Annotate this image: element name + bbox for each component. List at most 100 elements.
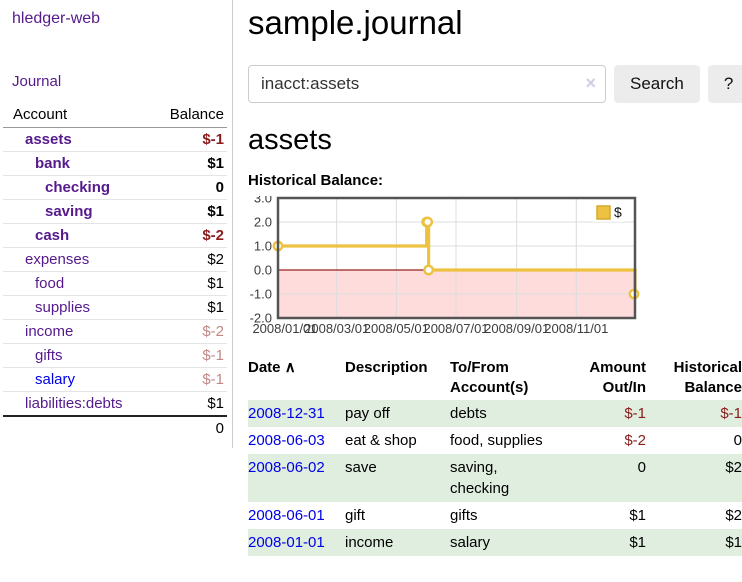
register-date-cell: 2008-06-02 [248, 454, 345, 502]
register-balance-cell: $1 [725, 534, 742, 551]
account-balance: $1 [161, 391, 227, 416]
register-row[interactable]: 2008-06-02 save saving, checking 0 $2 [248, 454, 742, 502]
chart-canvas: $3.0 2.0 1.0 0.0 -1.0 -2.02008/01/012008/03/0… [250, 191, 640, 336]
account-name-cell: food [3, 271, 161, 296]
x-tick-label: 2008/03/01 [304, 321, 369, 336]
clear-search-icon[interactable]: × [585, 73, 596, 93]
register-header-amount: Amount Out/In [589, 359, 646, 396]
register-header-description: Description [345, 359, 428, 376]
y-tick-label: 1.0 [254, 239, 272, 254]
account-link[interactable]: assets [25, 131, 72, 148]
register-amount-cell: $-2 [624, 432, 646, 449]
register-row[interactable]: 2008-01-01 income salary $1 $1 [248, 529, 742, 556]
register-balance-cell: $2 [725, 507, 742, 524]
chart-data-point[interactable] [422, 216, 434, 228]
account-balance: $-1 [161, 343, 227, 368]
register-row[interactable]: 2008-06-03 eat & shop food, supplies $-2 0 [248, 427, 742, 454]
account-row: saving $1 [3, 199, 227, 224]
account-name-cell: assets [3, 128, 161, 152]
sort-asc-icon: ∧ [284, 359, 296, 376]
register-date-link[interactable]: 2008-01-01 [248, 534, 325, 551]
search-form: × Search ? [248, 65, 742, 103]
account-row: assets $-1 [3, 128, 227, 152]
register-date-link[interactable]: 2008-06-03 [248, 432, 325, 449]
account-name-cell: supplies [3, 295, 161, 320]
account-name-cell: checking [3, 175, 161, 200]
y-tick-label: -2.0 [250, 311, 272, 326]
account-row: supplies $1 [3, 295, 227, 320]
account-link[interactable]: bank [35, 155, 71, 172]
account-balance: 0 [161, 175, 227, 200]
chart-title: Historical Balance: [248, 172, 384, 189]
register-date-cell: 2008-01-01 [248, 529, 345, 556]
account-link[interactable]: supplies [35, 299, 91, 316]
chart-border [276, 196, 637, 320]
register-row[interactable]: 2008-12-31 pay off debts $-1 $-1 [248, 400, 742, 427]
register-header-date-label: Date [248, 359, 281, 376]
main-content: sample.journal × Search ? assets Histori… [248, 0, 742, 556]
account-balance: $2 [161, 247, 227, 272]
y-tick-label: -1.0 [250, 287, 272, 302]
account-row: income $-2 [3, 319, 227, 344]
search-box: × [248, 65, 606, 103]
search-input[interactable] [248, 65, 606, 103]
account-link[interactable]: saving [45, 203, 93, 220]
register-header-accounts: To/From Account(s) [450, 359, 529, 396]
register-date-link[interactable]: 2008-12-31 [248, 405, 325, 422]
register-accounts-cell: saving, checking [450, 459, 510, 497]
account-balance: $-2 [161, 223, 227, 248]
x-tick-label: 2008/01/01 [252, 321, 317, 336]
register-row[interactable]: 2008-06-01 gift gifts $1 $2 [248, 502, 742, 529]
y-tick-label: 3.0 [254, 196, 272, 206]
sidebar-item-journal[interactable]: Journal [12, 73, 62, 90]
register-accounts-cell: debts [450, 405, 487, 422]
register-header-date[interactable]: Date ∧ [248, 356, 345, 400]
account-link[interactable]: checking [45, 179, 111, 196]
register-date-link[interactable]: 2008-06-01 [248, 507, 325, 524]
account-balance: $-2 [161, 319, 227, 344]
chart-data-point[interactable] [423, 264, 435, 276]
sidebar: hledger-web Journal Account Balance asse… [0, 0, 233, 448]
register-header-row: Date ∧ Description To/From Account(s) Am… [248, 356, 742, 400]
register-balance-cell: $2 [725, 459, 742, 476]
help-button[interactable]: ? [707, 65, 742, 103]
account-link[interactable]: income [25, 323, 74, 340]
register-date-cell: 2008-12-31 [248, 400, 345, 427]
account-row: checking 0 [3, 175, 227, 200]
accounts-header-account: Account [3, 103, 161, 128]
search-button[interactable]: Search [614, 65, 700, 103]
account-name-cell: expenses [3, 247, 161, 272]
account-link[interactable]: gifts [35, 347, 63, 364]
register-date-link[interactable]: 2008-06-02 [248, 459, 325, 476]
chart-legend-swatch [596, 205, 611, 220]
register-description-cell: save [345, 459, 377, 476]
x-tick-label: 2008/11/01 [544, 321, 608, 336]
register-table: Date ∧ Description To/From Account(s) Am… [248, 356, 742, 556]
register-accounts-cell: salary [450, 534, 491, 551]
account-balance: $1 [161, 295, 227, 320]
account-link[interactable]: expenses [25, 251, 90, 268]
account-row: food $1 [3, 271, 227, 296]
account-name-cell: cash [3, 223, 161, 248]
y-tick-label: 0.0 [254, 263, 272, 278]
account-title: assets [248, 124, 332, 156]
brand-link[interactable]: hledger-web [12, 10, 101, 27]
account-balance: $1 [161, 271, 227, 296]
account-link[interactable]: liabilities:debts [25, 395, 123, 412]
account-row: gifts $-1 [3, 343, 227, 368]
account-link[interactable]: cash [35, 227, 70, 244]
accounts-table: Account Balance assets $-1 bank $1 checking 0… [3, 103, 227, 440]
account-balance: $-1 [202, 131, 224, 148]
x-tick-label: 2008/09/01 [484, 321, 549, 336]
page-title: sample.journal [248, 4, 463, 41]
accounts-total-row: 0 [3, 415, 227, 440]
account-link[interactable]: food [35, 275, 65, 292]
accounts-total-value: 0 [161, 415, 227, 440]
account-name-cell: saving [3, 199, 161, 224]
historical-balance-chart[interactable]: $3.0 2.0 1.0 0.0 -1.0 -2.0 2008/01/01 2008/03/0… [248, 191, 742, 340]
account-name-cell: income [3, 319, 161, 344]
x-tick-label: 2008/07/01 [423, 321, 488, 336]
register-balance-cell: 0 [733, 432, 742, 449]
account-link[interactable]: salary [35, 371, 76, 388]
account-row: salary $-1 [3, 367, 227, 392]
